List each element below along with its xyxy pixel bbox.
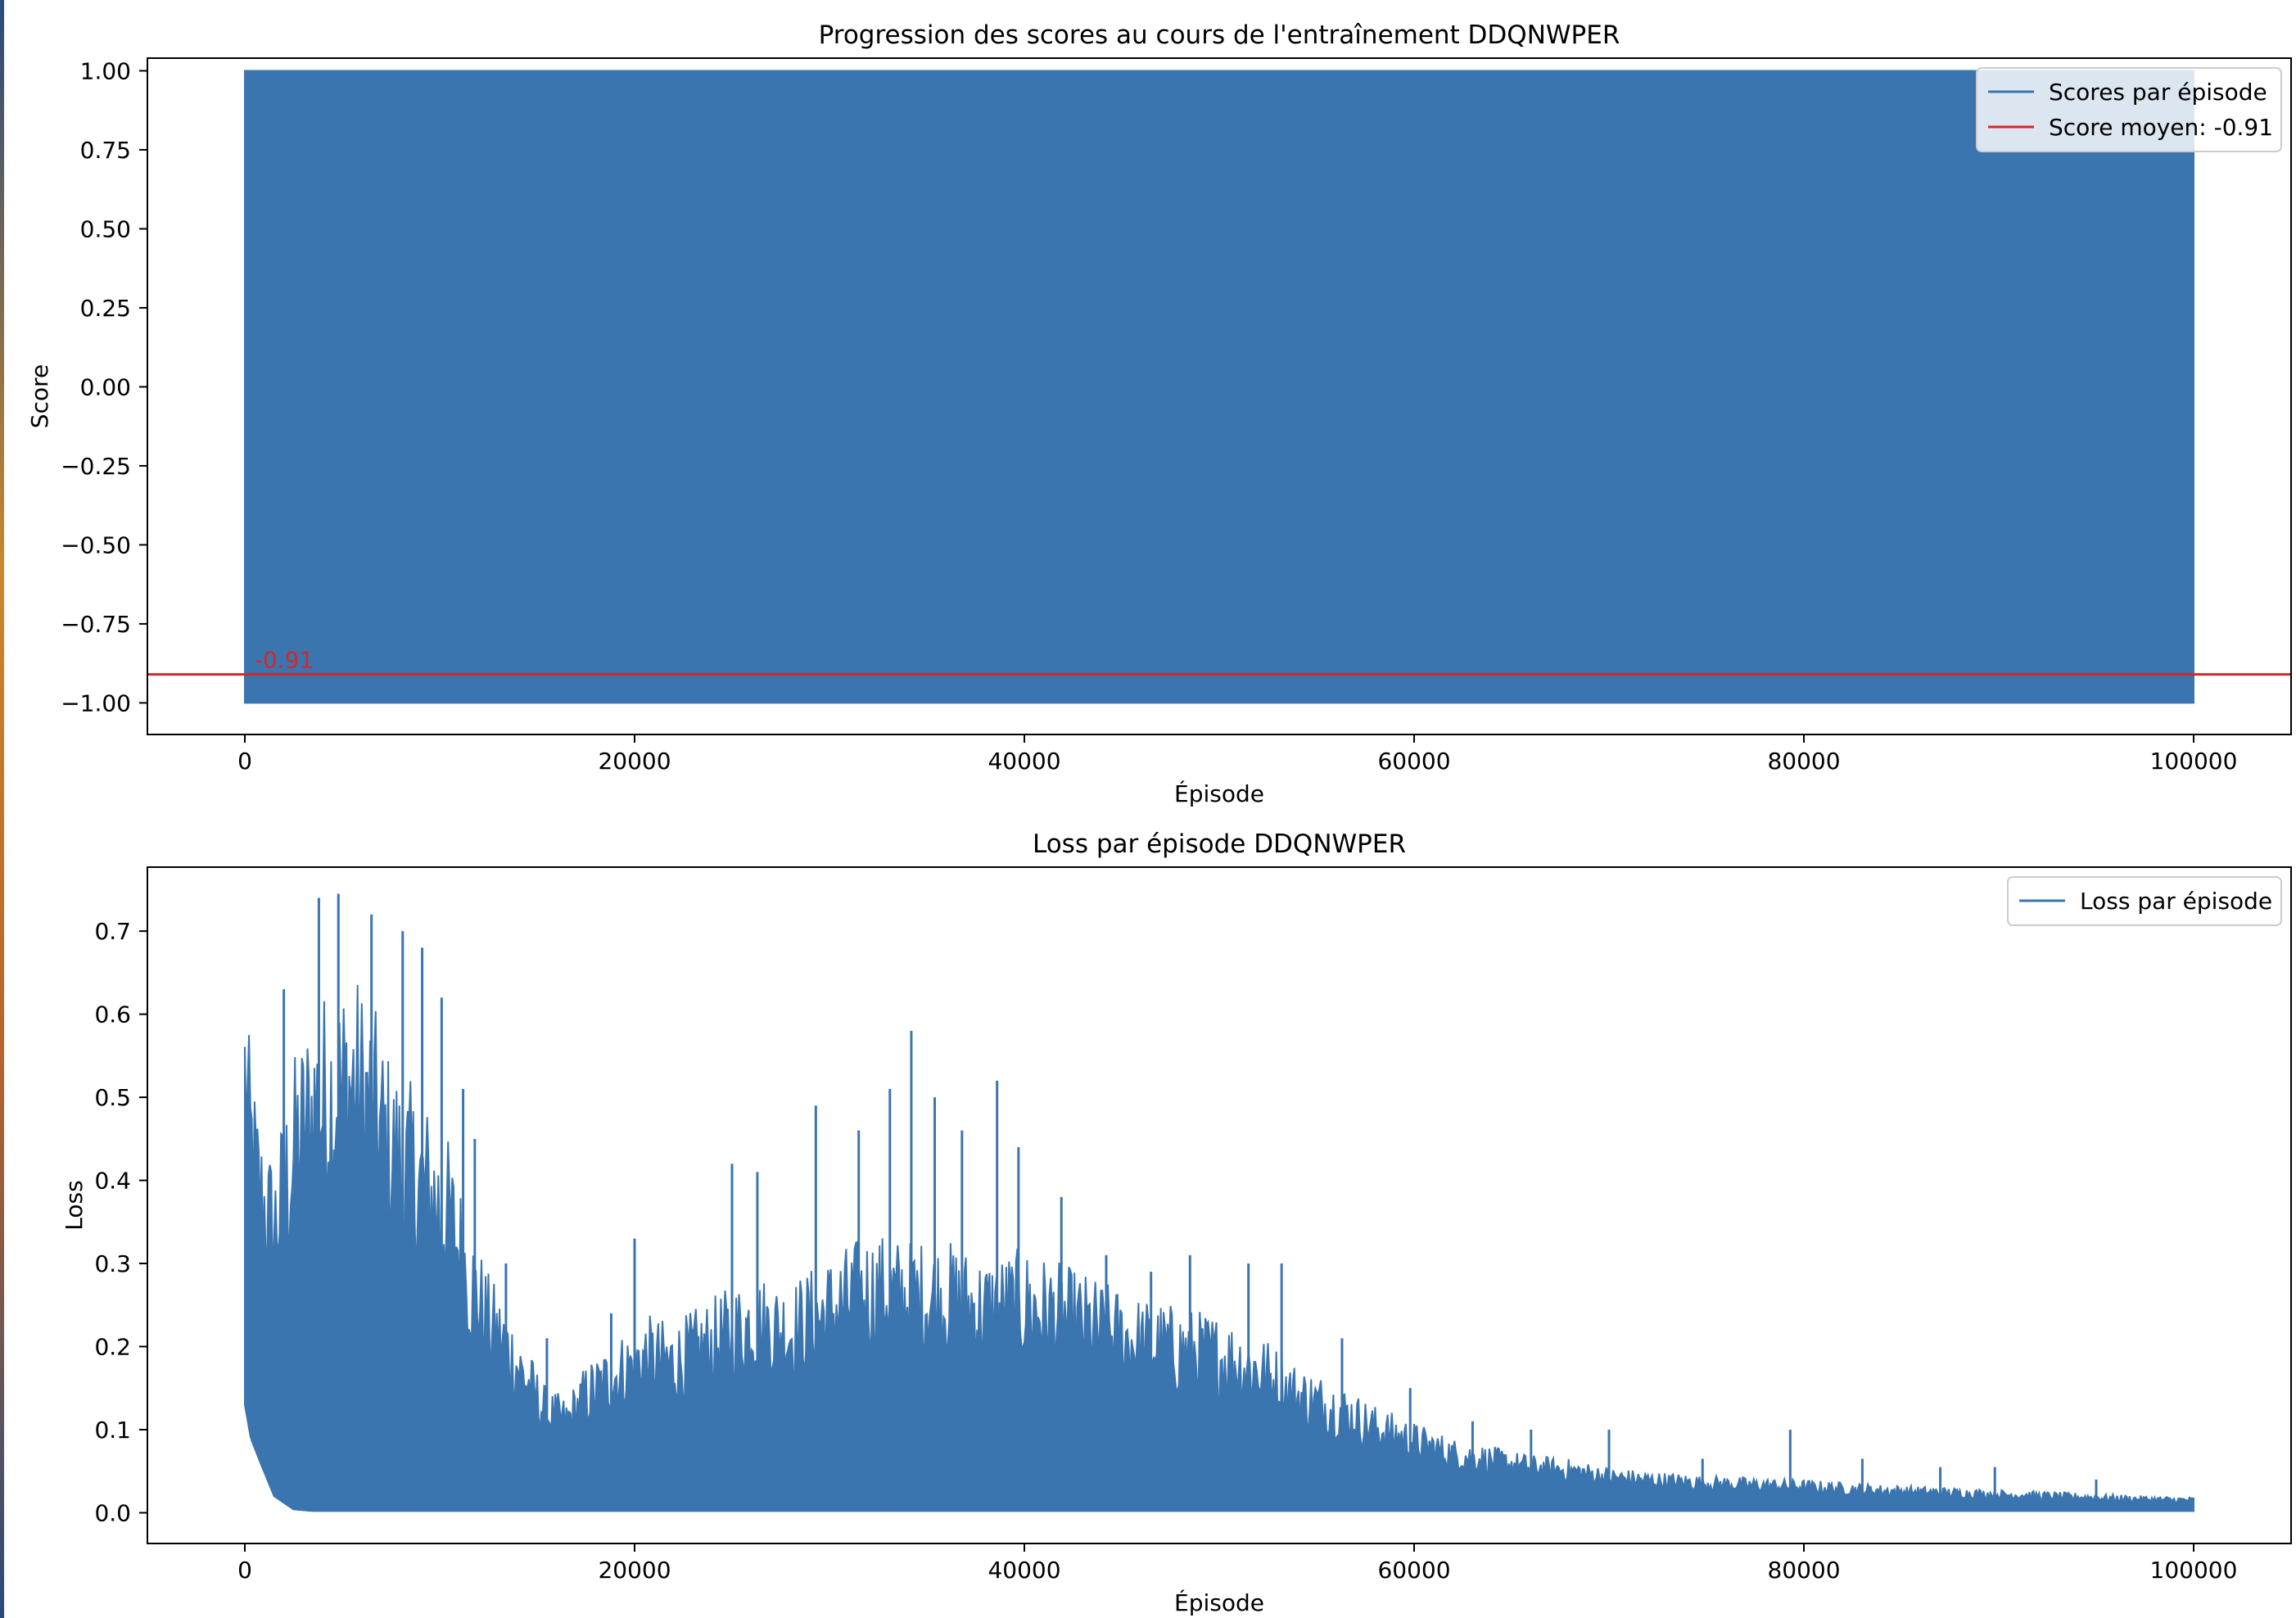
loss-y-axis-label: Loss [61, 1180, 88, 1230]
score-axes: 0 20000 40000 60000 80000 100000 1.00 0.75 0.50 0… [61, 57, 2292, 775]
score-series [147, 70, 2291, 704]
x-tick-label: 80000 [1767, 1557, 1840, 1584]
loss-legend: Loss par épisode [2007, 876, 2282, 926]
mean-score-annotation-text: -0.91 [255, 647, 314, 674]
y-tick-label: −1.00 [61, 689, 131, 716]
x-tick-label: 60000 [1377, 1557, 1450, 1584]
legend-label: Scores par épisode [2049, 79, 2267, 106]
axes-frame [147, 57, 2292, 735]
score-chart: Progression des scores au cours de l'ent… [26, 20, 2292, 807]
series-fill-1-0 [244, 984, 2194, 1512]
loss-axes: 0 20000 40000 60000 80000 100000 0.0 0.1 0.2 0.3 0… [94, 866, 2292, 1584]
y-tick-label: 0.75 [80, 137, 131, 164]
x-tick-label: 60000 [1377, 748, 1450, 775]
y-tick-label: 0.7 [94, 918, 131, 945]
x-tick-label: 80000 [1767, 748, 1840, 775]
x-tick-label: 0 [237, 1557, 252, 1584]
window-edge-strip-fill [0, 0, 4, 1618]
loss-chart-title: Loss par épisode DDQNWPER [1033, 829, 1406, 859]
y-tick-label: 0.0 [94, 1499, 131, 1526]
y-tick-label: −0.25 [61, 453, 131, 480]
y-tick-label: 0.1 [94, 1417, 131, 1444]
x-tick-label: 40000 [988, 748, 1060, 775]
legend-label: Loss par épisode [2080, 888, 2272, 915]
loss-x-axis-label: Épisode [1174, 1589, 1264, 1616]
score-chart-title: Progression des scores au cours de l'ent… [819, 20, 1620, 50]
y-tick-label: 0.00 [80, 373, 131, 400]
y-tick-label: 1.00 [80, 57, 131, 84]
series-fill-0-0 [244, 70, 2194, 704]
score-y-axis-label: Score [26, 364, 53, 428]
y-tick-label: 0.50 [80, 215, 131, 242]
y-tick-label: 0.2 [94, 1334, 131, 1361]
score-x-axis-label: Épisode [1174, 780, 1264, 807]
x-tick-label: 0 [237, 748, 252, 775]
score-legend: Scores par épisode Score moyen: -0.91 [1976, 67, 2282, 152]
y-tick-label: 0.25 [80, 295, 131, 322]
x-tick-label: 100000 [2150, 748, 2238, 775]
loss-chart: Loss par épisode DDQNWPER 0 20000 40000 600… [61, 829, 2292, 1616]
y-tick-label: 0.3 [94, 1250, 131, 1277]
y-tick-label: −0.75 [61, 611, 131, 638]
axes-frame [147, 866, 2292, 1544]
x-tick-label: 20000 [598, 1557, 671, 1584]
y-tick-label: −0.50 [61, 531, 131, 558]
y-tick-label: 0.4 [94, 1168, 131, 1195]
score-mean-annotation: -0.91 [255, 647, 314, 674]
x-tick-label: 40000 [988, 1557, 1060, 1584]
x-tick-label: 20000 [598, 748, 671, 775]
y-tick-label: 0.6 [94, 1001, 131, 1028]
loss-series [244, 893, 2194, 1512]
y-tick-label: 0.5 [94, 1084, 131, 1111]
legend-label: Score moyen: -0.91 [2049, 114, 2273, 141]
x-tick-label: 100000 [2150, 1557, 2238, 1584]
legend-box [1976, 67, 2282, 152]
legend-box [2007, 876, 2282, 926]
